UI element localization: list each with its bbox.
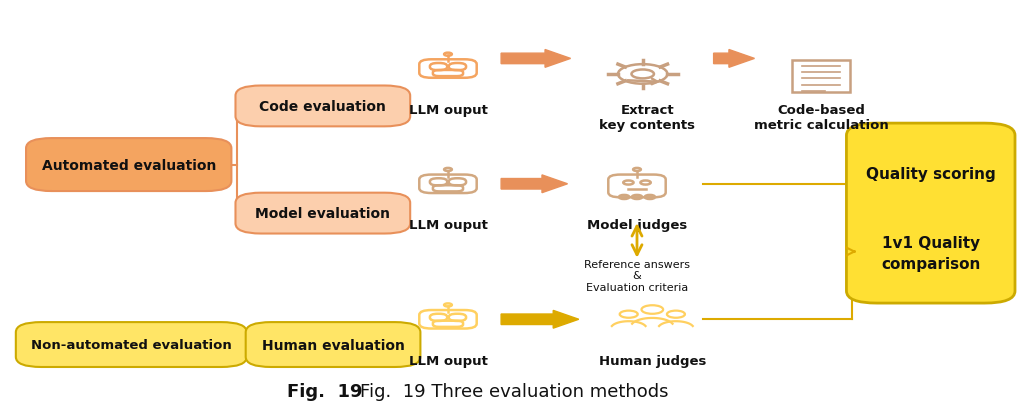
Text: 1v1 Quality
comparison: 1v1 Quality comparison [881,235,981,271]
Text: Human evaluation: Human evaluation [261,338,404,352]
FancyBboxPatch shape [235,193,410,234]
Text: Reference answers
&
Evaluation criteria: Reference answers & Evaluation criteria [584,259,690,292]
Text: LLM ouput: LLM ouput [408,103,487,117]
Text: LLM ouput: LLM ouput [408,219,487,231]
FancyBboxPatch shape [26,139,231,191]
Polygon shape [501,310,579,328]
Polygon shape [713,50,755,68]
Text: Model judges: Model judges [587,219,687,231]
Text: Automated evaluation: Automated evaluation [41,158,216,172]
Text: Fig.  19 Three evaluation methods: Fig. 19 Three evaluation methods [360,382,668,400]
Text: Model evaluation: Model evaluation [255,207,391,220]
Text: Non-automated evaluation: Non-automated evaluation [31,338,231,351]
FancyBboxPatch shape [235,86,410,127]
Polygon shape [501,50,571,68]
Polygon shape [501,175,567,193]
Text: Fig.  19: Fig. 19 [287,382,362,400]
Text: LLM ouput: LLM ouput [408,354,487,367]
Text: Code-based
metric calculation: Code-based metric calculation [754,103,888,132]
Text: Human judges: Human judges [598,354,706,367]
Text: Extract
key contents: Extract key contents [599,103,695,132]
FancyBboxPatch shape [246,322,420,367]
FancyBboxPatch shape [15,322,247,367]
FancyBboxPatch shape [846,124,1015,303]
Text: Quality scoring: Quality scoring [866,166,995,182]
Text: Code evaluation: Code evaluation [259,100,387,114]
